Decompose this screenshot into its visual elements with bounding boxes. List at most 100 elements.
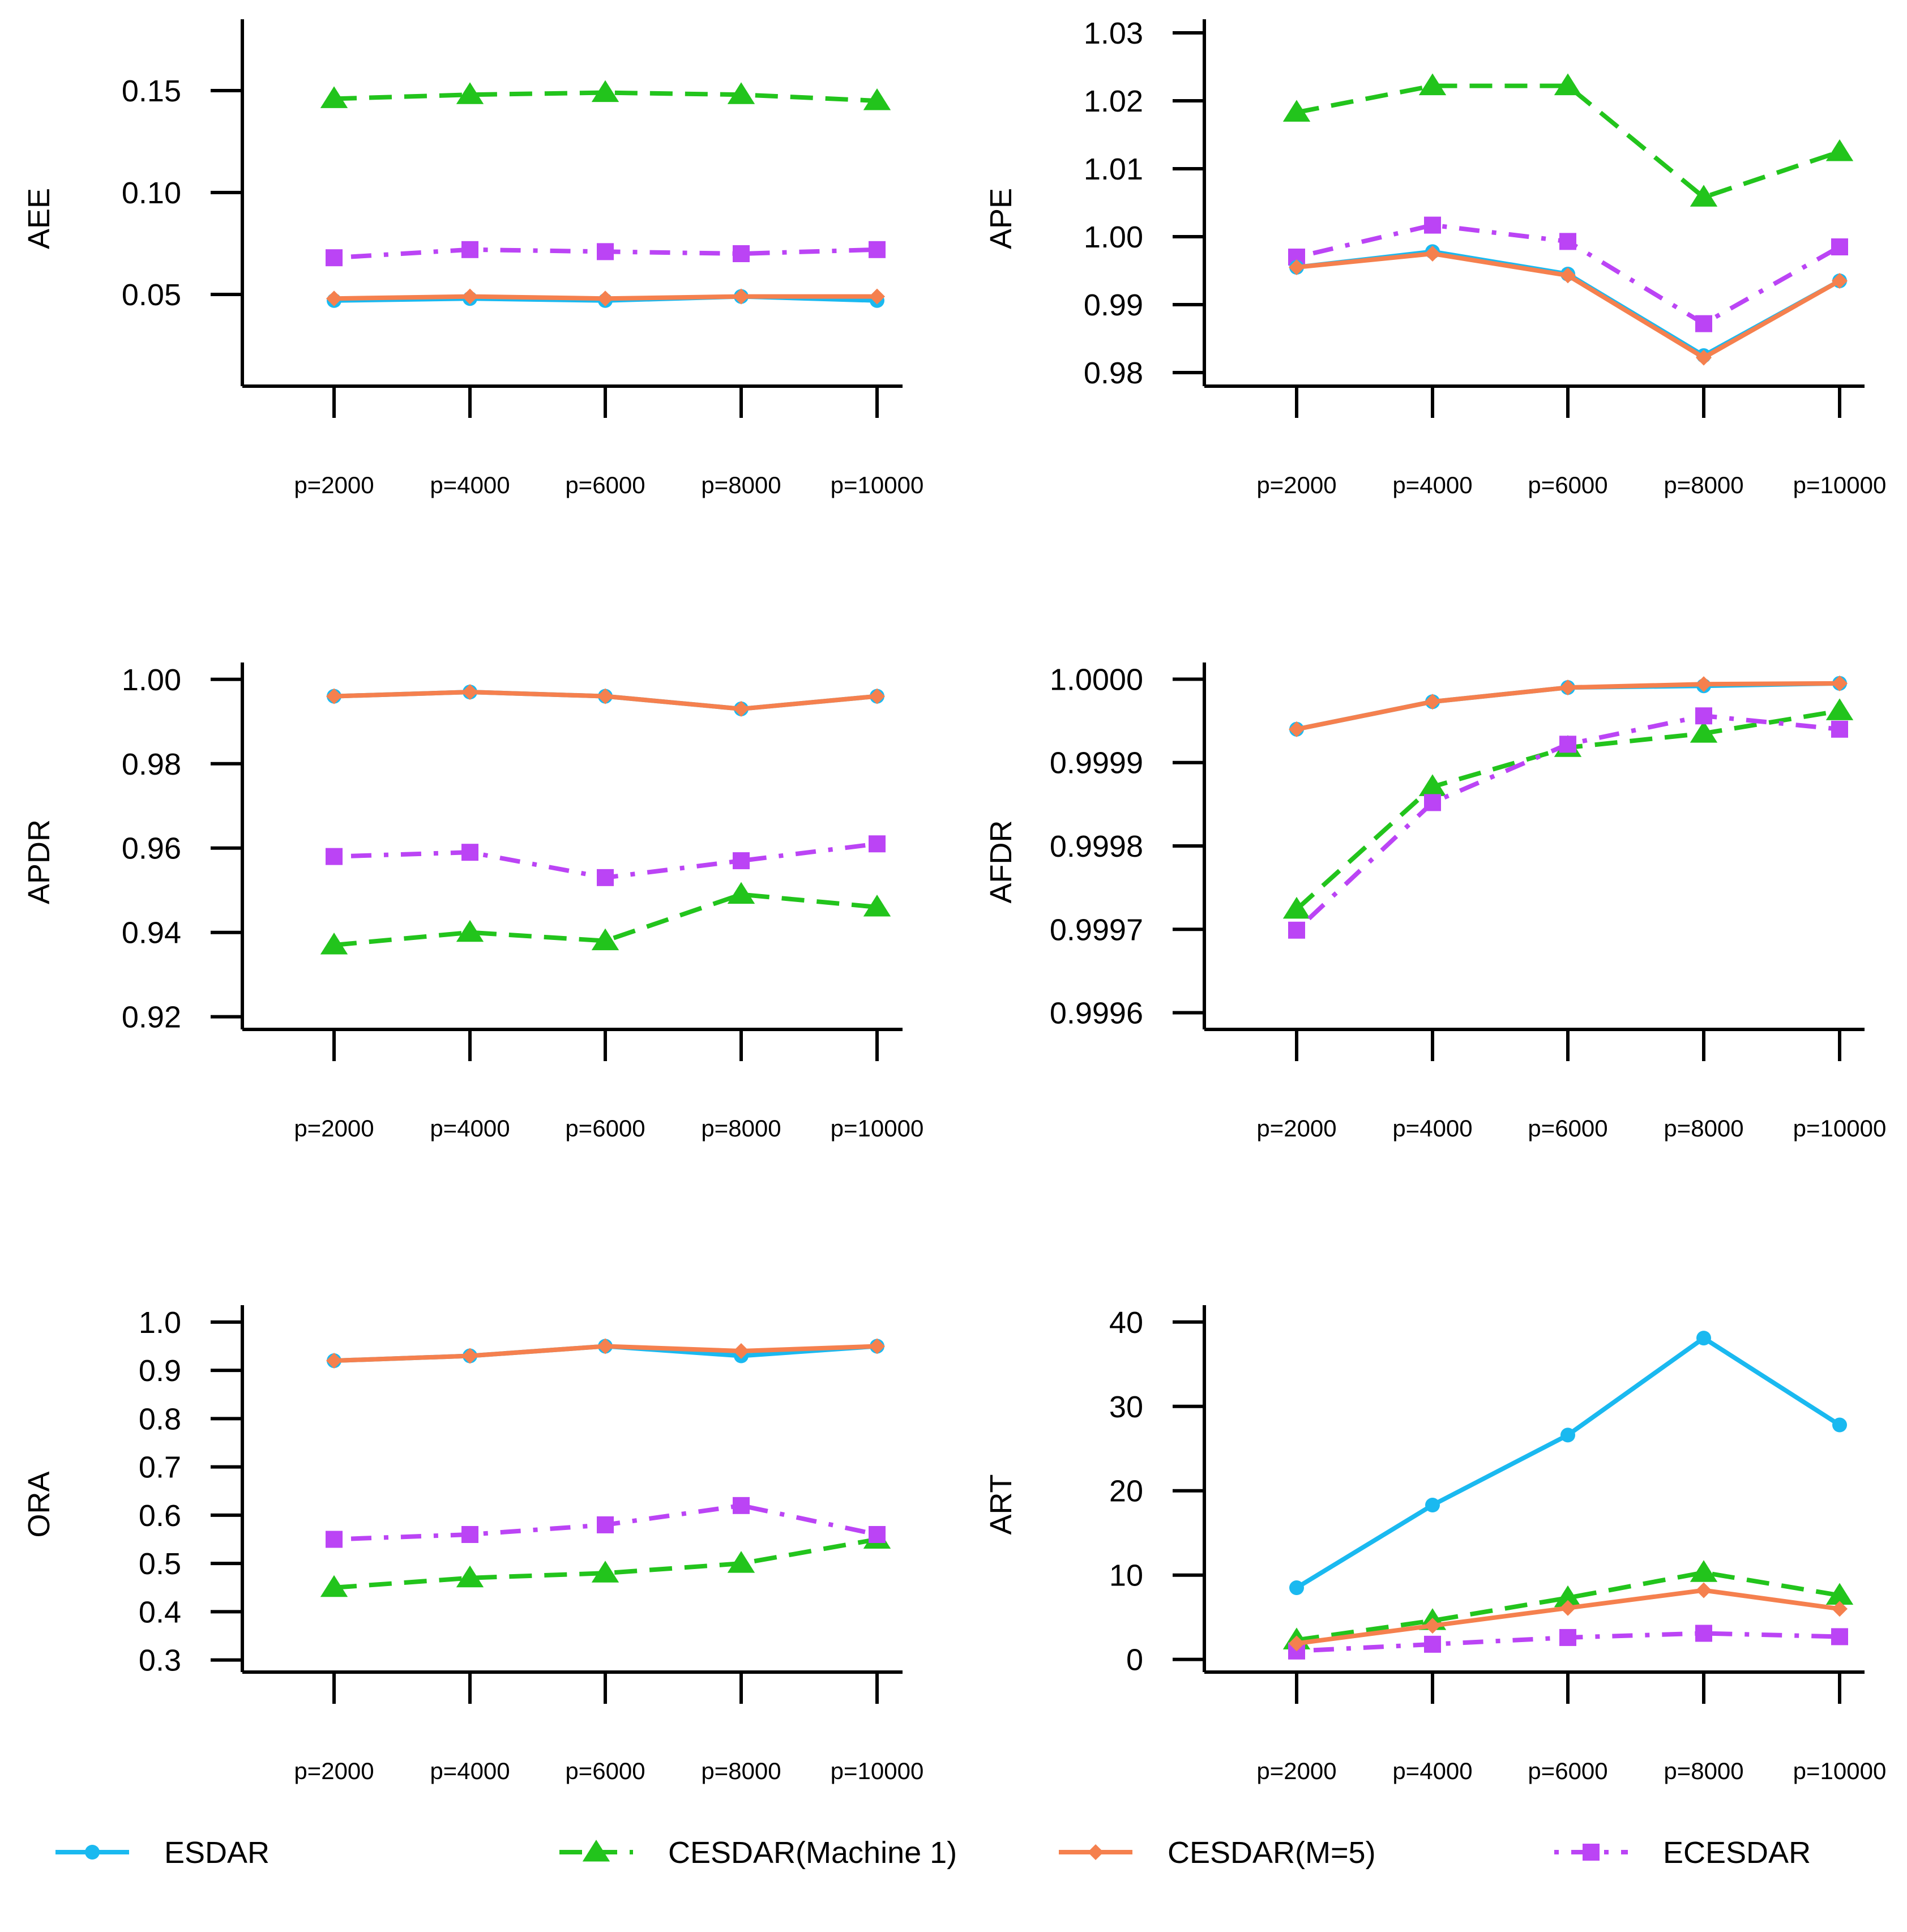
- x-tick-label: p=2000: [1256, 1115, 1336, 1142]
- y-tick-label: 0.92: [122, 1001, 181, 1035]
- panel-aee: 0.05 0.10 0.15 p=2000 p=4000 p=6000 p=8000 p=10…: [22, 19, 923, 498]
- data-point: [863, 895, 891, 917]
- x-tick-label: p=4000: [430, 472, 510, 498]
- series-cesdar-machine-1: [1282, 73, 1854, 207]
- legend-marker: [1583, 1844, 1600, 1861]
- data-point: [1832, 273, 1848, 289]
- data-point: [597, 243, 614, 260]
- y-tick-label: 1.0000: [1050, 662, 1143, 696]
- x-tick-label: p=10000: [1793, 1115, 1887, 1142]
- y-axis-title: AEE: [22, 188, 56, 249]
- x-tick-label: p=2000: [294, 472, 374, 498]
- x-tick-label: p=6000: [1528, 472, 1607, 498]
- data-point: [733, 1343, 749, 1359]
- data-point: [597, 1338, 613, 1354]
- y-tick-label: 0: [1126, 1643, 1143, 1677]
- y-tick-label: 0.7: [139, 1451, 181, 1485]
- y-tick-label: 0.3: [139, 1644, 181, 1678]
- series-line: [333, 1537, 878, 1590]
- data-point: [1690, 1560, 1718, 1582]
- data-point: [597, 688, 613, 704]
- legend-item-esdar: ESDAR: [55, 1836, 270, 1870]
- data-point: [461, 1526, 478, 1543]
- data-point: [326, 688, 342, 704]
- series-line: [1296, 1570, 1840, 1643]
- data-point: [1831, 238, 1848, 255]
- data-point: [1554, 73, 1582, 96]
- y-tick-label: 0.9998: [1050, 830, 1143, 864]
- series-line: [333, 892, 878, 948]
- data-point: [1825, 139, 1854, 161]
- y-tick-label: 10: [1109, 1559, 1143, 1593]
- data-point: [733, 288, 749, 305]
- data-point: [1832, 675, 1848, 691]
- panel-apdr: 0.92 0.94 0.96 0.98 1.00 p=2000 p=4000 p=6000 p=…: [22, 662, 923, 1142]
- x-tick-label: p=4000: [1392, 1115, 1472, 1142]
- data-point: [863, 88, 891, 110]
- y-tick-label: 0.94: [122, 916, 181, 950]
- y-tick-label: 1.00: [122, 663, 181, 697]
- y-tick-label: 1.02: [1084, 84, 1143, 118]
- data-point: [591, 928, 619, 951]
- data-point: [1695, 707, 1712, 725]
- x-tick-label: p=6000: [1528, 1115, 1607, 1142]
- series-ecesdar: [1288, 707, 1848, 939]
- y-tick-label: 1.03: [1084, 16, 1143, 50]
- legend-marker: [1088, 1844, 1104, 1860]
- data-point: [869, 1338, 885, 1354]
- x-tick-label: p=4000: [1392, 1758, 1472, 1784]
- legend-item-cesdar-machine-1: CESDAR(Machine 1): [559, 1836, 957, 1870]
- data-point: [326, 290, 342, 307]
- y-tick-label: 0.96: [122, 832, 181, 866]
- data-point: [1695, 1625, 1712, 1642]
- x-tick-label: p=6000: [565, 1758, 645, 1784]
- series-cesdar-m-5: [326, 1338, 885, 1369]
- y-tick-label: 0.9: [139, 1354, 181, 1388]
- data-point: [1825, 1583, 1854, 1605]
- y-tick-label: 1.00: [1084, 220, 1143, 254]
- x-tick-label: p=10000: [1793, 1758, 1887, 1784]
- y-tick-label: 0.9996: [1050, 997, 1143, 1031]
- y-tick-label: 30: [1109, 1390, 1143, 1424]
- y-tick-label: 0.10: [122, 176, 181, 210]
- y-tick-label: 0.9999: [1050, 746, 1143, 780]
- series-ecesdar: [326, 241, 886, 267]
- data-point: [1424, 794, 1441, 811]
- data-point: [597, 869, 614, 886]
- data-point: [1559, 736, 1576, 753]
- x-tick-label: p=2000: [1256, 472, 1336, 498]
- data-point: [869, 835, 886, 853]
- x-tick-label: p=2000: [294, 1115, 374, 1142]
- legend: ESDAR CESDAR(Machine 1) CESDAR(M=5) ECESDAR: [55, 1836, 1811, 1870]
- data-point: [462, 684, 478, 700]
- data-point: [1832, 1601, 1848, 1617]
- x-tick-label: p=6000: [565, 1115, 645, 1142]
- data-point: [1696, 1331, 1711, 1346]
- x-tick-label: p=8000: [701, 1758, 781, 1784]
- data-point: [591, 1561, 619, 1583]
- data-point: [733, 1497, 750, 1514]
- data-point: [1289, 721, 1305, 737]
- series-cesdar-m-5: [326, 684, 885, 717]
- x-tick-label: p=4000: [430, 1758, 510, 1784]
- y-axis-title: APDR: [22, 819, 56, 904]
- y-axis-title: ART: [984, 1474, 1018, 1535]
- panel-art: 0 10 20 30 40 p=2000 p=4000 p=6000 p=8000 p=10000…: [984, 1305, 1886, 1784]
- y-tick-label: 0.98: [122, 747, 181, 781]
- data-point: [326, 1531, 343, 1548]
- data-point: [597, 290, 613, 307]
- y-tick-label: 0.99: [1084, 288, 1143, 322]
- series-cesdar-machine-1: [1282, 698, 1854, 919]
- data-point: [869, 1526, 886, 1543]
- series-cesdar-machine-1: [320, 80, 891, 110]
- data-point: [1696, 676, 1712, 693]
- x-tick-label: p=8000: [1664, 472, 1743, 498]
- y-tick-label: 0.6: [139, 1499, 181, 1533]
- series-ecesdar: [326, 835, 886, 886]
- data-point: [326, 848, 343, 865]
- data-point: [1425, 1618, 1440, 1634]
- y-tick-label: 0.8: [139, 1402, 181, 1436]
- data-point: [1424, 216, 1441, 234]
- y-tick-label: 0.5: [139, 1547, 181, 1581]
